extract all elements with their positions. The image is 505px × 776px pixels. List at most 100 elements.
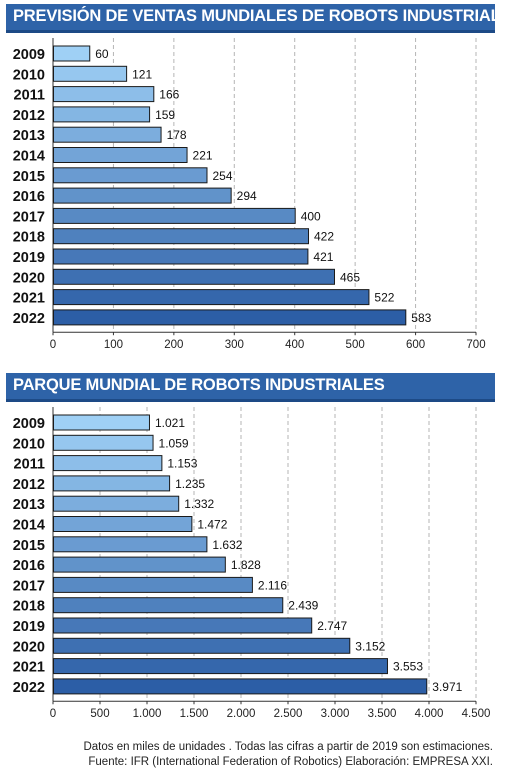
bar-2011 (53, 455, 163, 472)
data-label: 60 (95, 47, 109, 61)
category-label: 2010 (13, 67, 45, 83)
data-label: 2.116 (258, 578, 287, 592)
category-label: 2010 (13, 436, 45, 452)
data-label: 1.332 (184, 497, 214, 511)
bar-2012 (53, 106, 151, 123)
data-label: 1.235 (175, 477, 205, 491)
bar-2018 (53, 597, 284, 614)
bar-2014 (53, 147, 188, 163)
x-tick-label: 1.000 (133, 708, 162, 720)
bar-2012 (53, 475, 171, 492)
x-tick-label: 4.000 (415, 708, 444, 720)
category-label: 2018 (13, 230, 45, 246)
data-label: 2.747 (317, 619, 347, 633)
x-tick-label: 0 (50, 339, 56, 351)
bar-2010 (53, 434, 154, 451)
category-label: 2022 (13, 680, 45, 696)
data-label: 465 (340, 270, 360, 284)
data-label: 254 (212, 169, 232, 183)
category-label: 2015 (13, 538, 45, 554)
category-label: 2021 (13, 660, 45, 676)
category-label: 2018 (13, 599, 45, 615)
category-label: 2016 (13, 189, 45, 205)
category-label: 2013 (13, 128, 45, 144)
data-label: 1.632 (212, 538, 242, 552)
x-tick-label: 1.500 (180, 708, 209, 720)
bar-2018 (53, 228, 310, 245)
category-label: 2019 (13, 619, 45, 635)
data-label: 221 (193, 149, 213, 163)
category-label: 2009 (13, 47, 45, 63)
chart-1-title: PREVISIÓN DE VENTAS MUNDIALES DE ROBOTS … (13, 7, 505, 25)
category-label: 2017 (13, 578, 45, 594)
x-tick-label: 100 (104, 339, 123, 351)
x-tick-label: 2.500 (274, 708, 303, 720)
footer-units-note: Datos en miles de unidades . Todas las c… (83, 741, 493, 753)
bar-2015 (53, 167, 208, 184)
data-label: 294 (237, 189, 257, 203)
category-label: 2009 (13, 416, 45, 432)
category-label: 2019 (13, 250, 45, 266)
bar-2014 (53, 516, 193, 532)
bar-2015 (53, 536, 208, 553)
data-label: 121 (132, 67, 152, 81)
chart-2-title: PARQUE MUNDIAL DE ROBOTS INDUSTRIALES (13, 376, 385, 394)
category-label: 2017 (13, 209, 45, 225)
x-tick-label: 400 (285, 339, 304, 351)
bar-2021 (53, 658, 388, 675)
category-label: 2020 (13, 639, 45, 655)
category-label: 2013 (13, 497, 45, 513)
data-label: 2.439 (288, 599, 318, 613)
x-tick-label: 500 (346, 339, 365, 351)
data-label: 1.828 (231, 558, 261, 572)
data-label: 3.152 (355, 639, 385, 653)
x-tick-label: 4.500 (462, 708, 491, 720)
category-label: 2014 (13, 518, 45, 534)
data-label: 178 (167, 128, 187, 142)
bar-2021 (53, 289, 370, 306)
x-tick-label: 0 (50, 708, 56, 720)
data-label: 1.153 (167, 457, 197, 471)
bar-2013 (53, 495, 180, 512)
x-tick-label: 3.500 (368, 708, 397, 720)
data-label: 400 (301, 209, 321, 223)
data-label: 583 (411, 311, 431, 325)
bar-2022 (53, 309, 407, 326)
x-tick-label: 600 (406, 339, 425, 351)
footer-notes: Datos en miles de unidades . Todas las c… (83, 740, 493, 770)
bar-2017 (53, 576, 253, 593)
data-label: 1.472 (197, 518, 227, 532)
bar-2019 (53, 617, 313, 634)
bar-2020 (53, 637, 351, 654)
bar-2022 (53, 678, 428, 695)
x-tick-label: 200 (164, 339, 183, 351)
category-label: 2011 (14, 88, 45, 104)
category-label: 2021 (13, 291, 45, 307)
bar-2009 (53, 414, 150, 431)
data-label: 1.021 (155, 416, 185, 430)
category-label: 2016 (13, 558, 45, 574)
chart-2-title-bar: PARQUE MUNDIAL DE ROBOTS INDUSTRIALES (6, 373, 495, 402)
data-label: 159 (155, 108, 175, 122)
category-label: 2011 (14, 457, 45, 473)
data-label: 422 (314, 230, 334, 244)
x-tick-label: 3.000 (321, 708, 350, 720)
category-label: 2022 (13, 311, 45, 327)
bar-2011 (53, 86, 155, 103)
data-label: 3.553 (393, 660, 423, 674)
bar-2009 (53, 45, 91, 62)
x-tick-label: 700 (466, 339, 485, 351)
bar-2013 (53, 126, 162, 143)
data-label: 522 (374, 291, 394, 305)
category-label: 2014 (13, 149, 45, 165)
bar-2016 (53, 556, 226, 573)
bar-2019 (53, 248, 309, 265)
category-label: 2012 (13, 477, 45, 493)
data-label: 3.971 (432, 680, 462, 694)
sales-forecast-chart: 0 100 200 300 400 500 600 700 2009 60 2010 121 2011 1… (13, 38, 486, 351)
footer-source-note: Fuente: IFR (International Federation of… (88, 756, 493, 768)
bar-2010 (53, 65, 128, 82)
category-label: 2012 (13, 108, 45, 124)
data-label: 1.059 (159, 436, 189, 450)
x-tick-label: 500 (90, 708, 109, 720)
